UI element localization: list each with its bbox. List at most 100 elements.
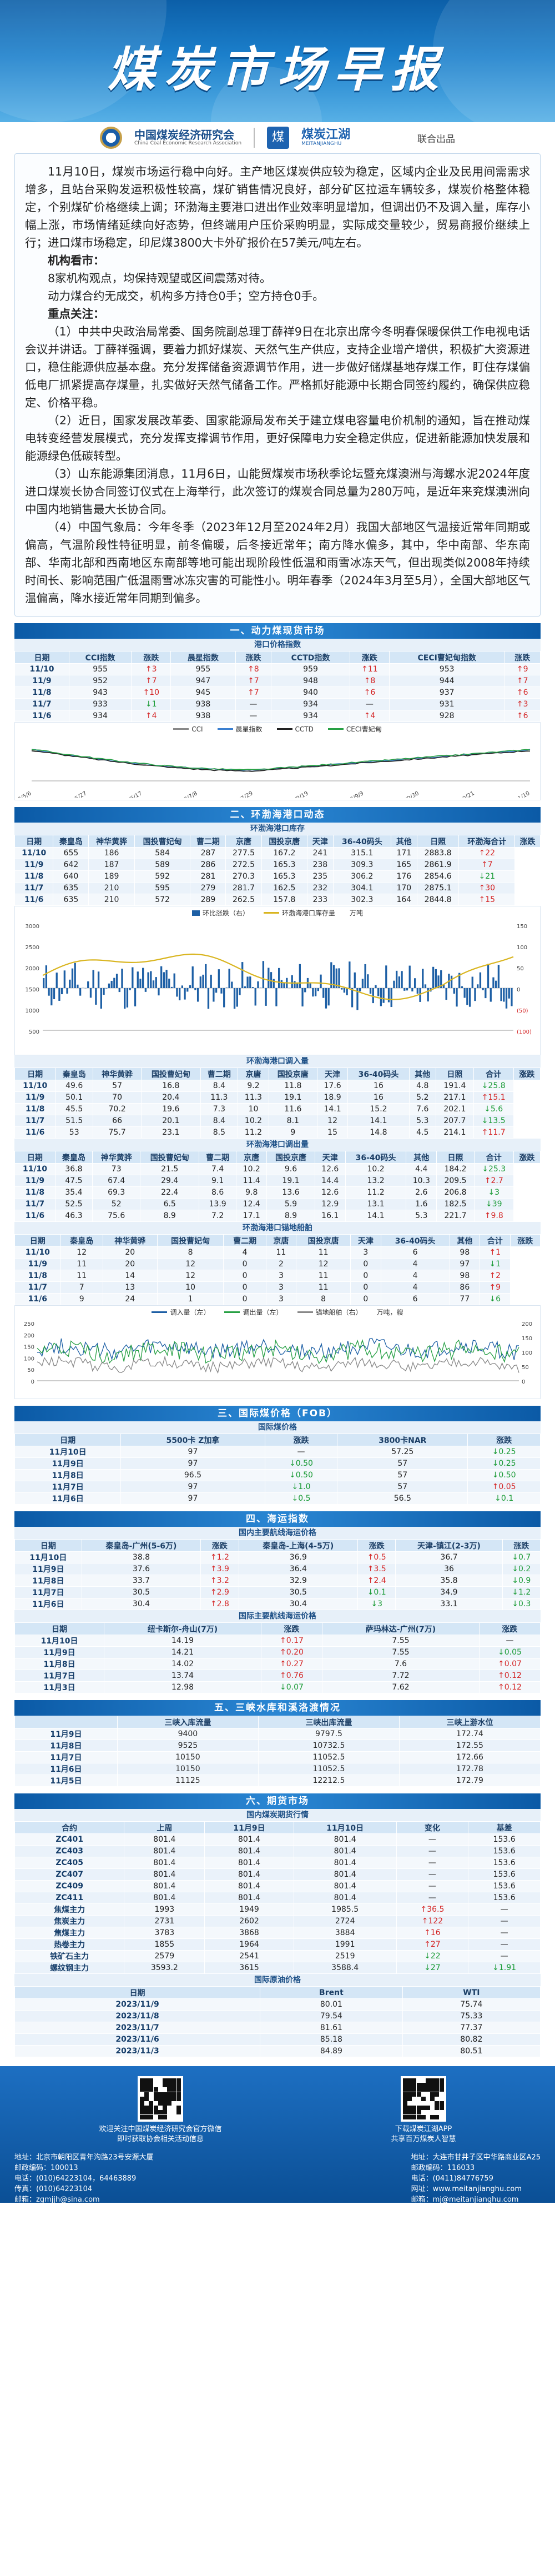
column-header: 神华黄骅 <box>102 1234 158 1247</box>
bar <box>440 970 442 988</box>
table-row: 11/6 635 210 572 289 262.5 157.8 233 302.3 164 284… <box>14 894 541 906</box>
table-cell: ↑0.76 <box>260 1670 323 1682</box>
table-row: 热卷主力 1855 1964 1991 ↑27— <box>14 1938 541 1951</box>
bar <box>150 971 152 988</box>
bar <box>165 970 168 988</box>
table-cell: 287 <box>190 847 226 859</box>
table-cell: 12 <box>296 1258 351 1270</box>
column-header: 曹二期 <box>223 1234 266 1247</box>
table-cell: 10150 <box>117 1763 259 1775</box>
table-cell: 2541 <box>204 1950 294 1962</box>
column-header: 日期 <box>14 835 54 848</box>
bar <box>320 974 322 988</box>
joint-label: 联合出品 <box>417 133 455 145</box>
section-freight: 四、海运指数 国内主要航线海运价格 日期 秦皇岛-广州(5-6万) 涨跌 秦皇岛-上海… <box>14 1511 541 1693</box>
column-header: 京唐 <box>225 835 262 848</box>
table-cell: 928 <box>389 710 505 722</box>
table-cell: 9.2 <box>238 1080 269 1092</box>
bar <box>411 988 413 992</box>
table-title: 国际煤价格 <box>14 1421 541 1434</box>
column-header <box>14 1716 118 1728</box>
news-item: （2）近日，国家发展改革委、国家能源局发布关于建立煤电容量电价机制的通知，旨在推… <box>25 414 530 463</box>
table-cell: 15 <box>316 1126 349 1139</box>
table-cell: 2023/11/9 <box>14 1998 261 2011</box>
table-cell: 8 <box>157 1246 224 1259</box>
table-header-row: 日期 秦皇岛 神华黄骅 国投曹妃甸 曹二期 京唐 国投京唐 天津 36-40码头 其他 日照 合计 涨跌 <box>14 1151 541 1164</box>
section-three-gorges: 五、三峡水库和溪洛渡情况 三峡入库流量 三峡出库流量 三峡上游水位 11月9日 940… <box>14 1700 541 1787</box>
table-cell: 2.6 <box>406 1186 437 1199</box>
y2-tick-label: (50) <box>517 1008 528 1014</box>
table-cell: 4.4 <box>406 1163 437 1175</box>
table-cell: ↑2.4 <box>357 1575 396 1587</box>
contact-mj: 地址：大连市甘井子区中华路商业区A25 邮政编码：116033 电话：(0411)8… <box>411 2152 541 2205</box>
table-cell: 17.6 <box>316 1080 349 1092</box>
table-cell: — <box>396 1833 469 1846</box>
column-header: 日期 <box>14 1151 56 1164</box>
table-cell: 1 <box>157 1293 224 1305</box>
y2-tick-label: 0 <box>517 987 520 993</box>
table-cell: 164 <box>390 894 417 906</box>
table-cell: ↓0.05 <box>478 1646 541 1658</box>
table-cell: 6 <box>380 1293 450 1305</box>
column-header: 国投京唐 <box>268 1068 317 1080</box>
table-cell: 0 <box>350 1270 381 1282</box>
table-cell: ↑4 <box>131 710 171 722</box>
table-cell: 焦煤主力 <box>14 1903 125 1916</box>
table-cell: 70 <box>93 1091 142 1104</box>
anchorage-ship-table: 日期 秦皇岛 神华黄骅 国投曹妃甸 曹二期 京唐 国投京唐 天津 36-40码头 其他 合计 涨跌 1… <box>14 1234 541 1305</box>
table-cell: 11/8 <box>14 1186 56 1199</box>
table-cell: ↓25.8 <box>473 1080 514 1092</box>
qr-code-icon[interactable] <box>137 2076 183 2122</box>
table-cell: 11月9日 <box>14 1646 105 1658</box>
bar <box>79 988 82 996</box>
table-cell: 6.5 <box>140 1198 200 1210</box>
bar <box>406 988 408 991</box>
contact-line: 地址：北京市朝阳区青年沟路23号安源大厦 <box>14 2153 154 2162</box>
table-cell: ↑3.9 <box>200 1563 239 1575</box>
table-cell: 37.6 <box>81 1563 201 1575</box>
y-tick-label: 2500 <box>26 945 39 951</box>
table-cell: 938 <box>170 698 236 710</box>
section-title: 三、国际煤价格（FOB） <box>14 1406 541 1421</box>
table-cell: 2861.9 <box>416 859 460 871</box>
table-cell: ↓0.9 <box>502 1575 541 1587</box>
section-title: 六、期货市场 <box>14 1793 541 1809</box>
table-row: 11月9日 14.21 ↑0.20 7.55 ↓0.05 <box>14 1646 541 1658</box>
y-tick-label: 150 <box>24 1345 34 1351</box>
bar <box>108 983 110 988</box>
table-cell: 11 <box>265 1246 297 1259</box>
table-cell: — <box>468 1927 541 1939</box>
table-cell: 0 <box>350 1281 381 1294</box>
table-cell: 2 <box>265 1258 297 1270</box>
column-header: 合计 <box>480 1234 511 1247</box>
chart-legend: CCI 晨星指数 CCTD CECI曹妃甸 <box>15 723 540 735</box>
table-cell: 50.1 <box>55 1091 94 1104</box>
column-header: 36-40码头 <box>345 1151 407 1164</box>
bar <box>121 969 123 988</box>
bar <box>58 988 60 1001</box>
bar <box>278 968 280 988</box>
bar <box>110 980 113 988</box>
table-cell: 16.8 <box>141 1080 201 1092</box>
table-cell: 19.6 <box>141 1103 201 1115</box>
table-row: 2023/11/9 80.01 75.74 <box>14 1998 541 2011</box>
table-cell: 635 <box>53 882 89 894</box>
column-header: 秦皇岛 <box>54 1151 93 1164</box>
bar <box>158 988 160 996</box>
table-header-row: 日期 5500卡 Z加拿 涨跌 3800卡NAR 涨跌 <box>14 1434 541 1446</box>
table-cell: 191.4 <box>435 1080 474 1092</box>
section-title: 二、环渤海港口动态 <box>14 807 541 823</box>
legend-item: CECI曹妃甸 <box>327 724 382 734</box>
table-cell: 801.4 <box>204 1833 294 1846</box>
bar <box>89 988 92 998</box>
table-row: 11/8 11 14 12 0 3 11 0 4 98 ↑2 <box>14 1270 541 1282</box>
bar <box>456 988 458 1007</box>
table-row: 11/7 635 210 595 279 281.7 162.5 232 304.1 170 287… <box>14 882 541 894</box>
table-row: 11/8 640 189 592 281 270.3 165.3 235 306.2 176 285… <box>14 870 541 883</box>
column-header: 秦皇岛 <box>60 1234 103 1247</box>
bar <box>477 984 479 988</box>
y2-tick-label: 100 <box>517 945 527 951</box>
table-cell: 635 <box>53 894 89 906</box>
table-title: 环渤海港口调出量 <box>14 1139 541 1151</box>
qr-code-icon[interactable] <box>400 2076 446 2122</box>
